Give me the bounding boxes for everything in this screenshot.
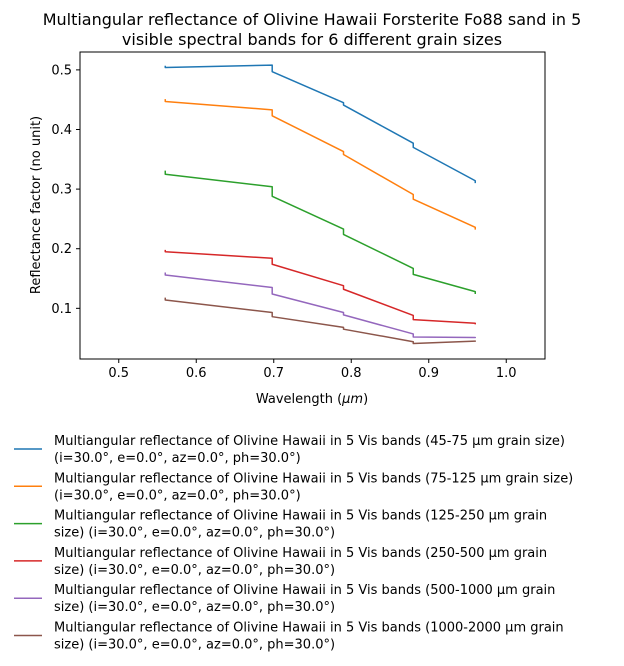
series-line-5: [164, 272, 476, 339]
legend: Multiangular reflectance of Olivine Hawa…: [14, 434, 573, 653]
series-line-4: [164, 249, 476, 325]
x-tick-label: 0.6: [186, 366, 207, 381]
plot-frame: [79, 51, 546, 360]
legend-entry: Multiangular reflectance of Olivine Hawa…: [14, 583, 555, 615]
legend-label-line2: (i=30.0°, e=0.0°, az=0.0°, ph=30.0°): [54, 451, 301, 466]
legend-label-line1: Multiangular reflectance of Olivine Hawa…: [54, 471, 573, 486]
x-axis-label: Wavelength (μm): [256, 392, 368, 407]
legend-label-line1: Multiangular reflectance of Olivine Hawa…: [54, 621, 564, 636]
y-axis-label: Reflectance factor (no unit): [29, 116, 44, 294]
legend-entry: Multiangular reflectance of Olivine Hawa…: [14, 471, 573, 503]
x-tick-label: 0.5: [108, 366, 129, 381]
legend-label-line2: size) (i=30.0°, e=0.0°, az=0.0°, ph=30.0…: [54, 600, 335, 615]
series-line-3: [164, 170, 476, 295]
series-line-1: [164, 64, 476, 184]
legend-entry: Multiangular reflectance of Olivine Hawa…: [14, 621, 564, 653]
x-tick-label: 0.7: [263, 366, 284, 381]
legend-label-line2: size) (i=30.0°, e=0.0°, az=0.0°, ph=30.0…: [54, 563, 335, 578]
series-line-2: [164, 99, 476, 230]
y-tick-label: 0.3: [51, 183, 72, 198]
tick-layer: 0.5 0.6 0.7 0.8 0.9 1.0 0.1 0.2 0.3 0.4 0.5: [51, 63, 516, 381]
y-tick-label: 0.5: [51, 63, 72, 78]
legend-label-line1: Multiangular reflectance of Olivine Hawa…: [54, 583, 555, 598]
legend-entry: Multiangular reflectance of Olivine Hawa…: [14, 546, 547, 578]
legend-label-line2: size) (i=30.0°, e=0.0°, az=0.0°, ph=30.0…: [54, 638, 335, 653]
x-axis-label-text: Wavelength (: [256, 392, 342, 407]
x-axis-label-unit: μm: [341, 392, 363, 407]
y-tick-label: 0.1: [51, 302, 72, 317]
chart-title-line1: Multiangular reflectance of Olivine Hawa…: [43, 10, 582, 29]
chart-title-line2: visible spectral bands for 6 different g…: [122, 30, 502, 49]
legend-entry: Multiangular reflectance of Olivine Hawa…: [14, 509, 547, 541]
y-tick-label: 0.4: [51, 123, 72, 138]
x-tick-label: 1.0: [496, 366, 517, 381]
x-axis-label-close: ): [363, 392, 368, 407]
series-line-6: [164, 297, 476, 345]
series-layer: [164, 64, 476, 345]
x-tick-label: 0.9: [418, 366, 439, 381]
legend-label-line2: (i=30.0°, e=0.0°, az=0.0°, ph=30.0°): [54, 488, 301, 503]
legend-label-line1: Multiangular reflectance of Olivine Hawa…: [54, 546, 547, 561]
legend-label-line2: size) (i=30.0°, e=0.0°, az=0.0°, ph=30.0…: [54, 526, 335, 541]
x-tick-label: 0.8: [341, 366, 362, 381]
legend-label-line1: Multiangular reflectance of Olivine Hawa…: [54, 509, 547, 524]
legend-label-line1: Multiangular reflectance of Olivine Hawa…: [54, 434, 565, 449]
y-tick-label: 0.2: [51, 242, 72, 257]
legend-entry: Multiangular reflectance of Olivine Hawa…: [14, 434, 565, 466]
